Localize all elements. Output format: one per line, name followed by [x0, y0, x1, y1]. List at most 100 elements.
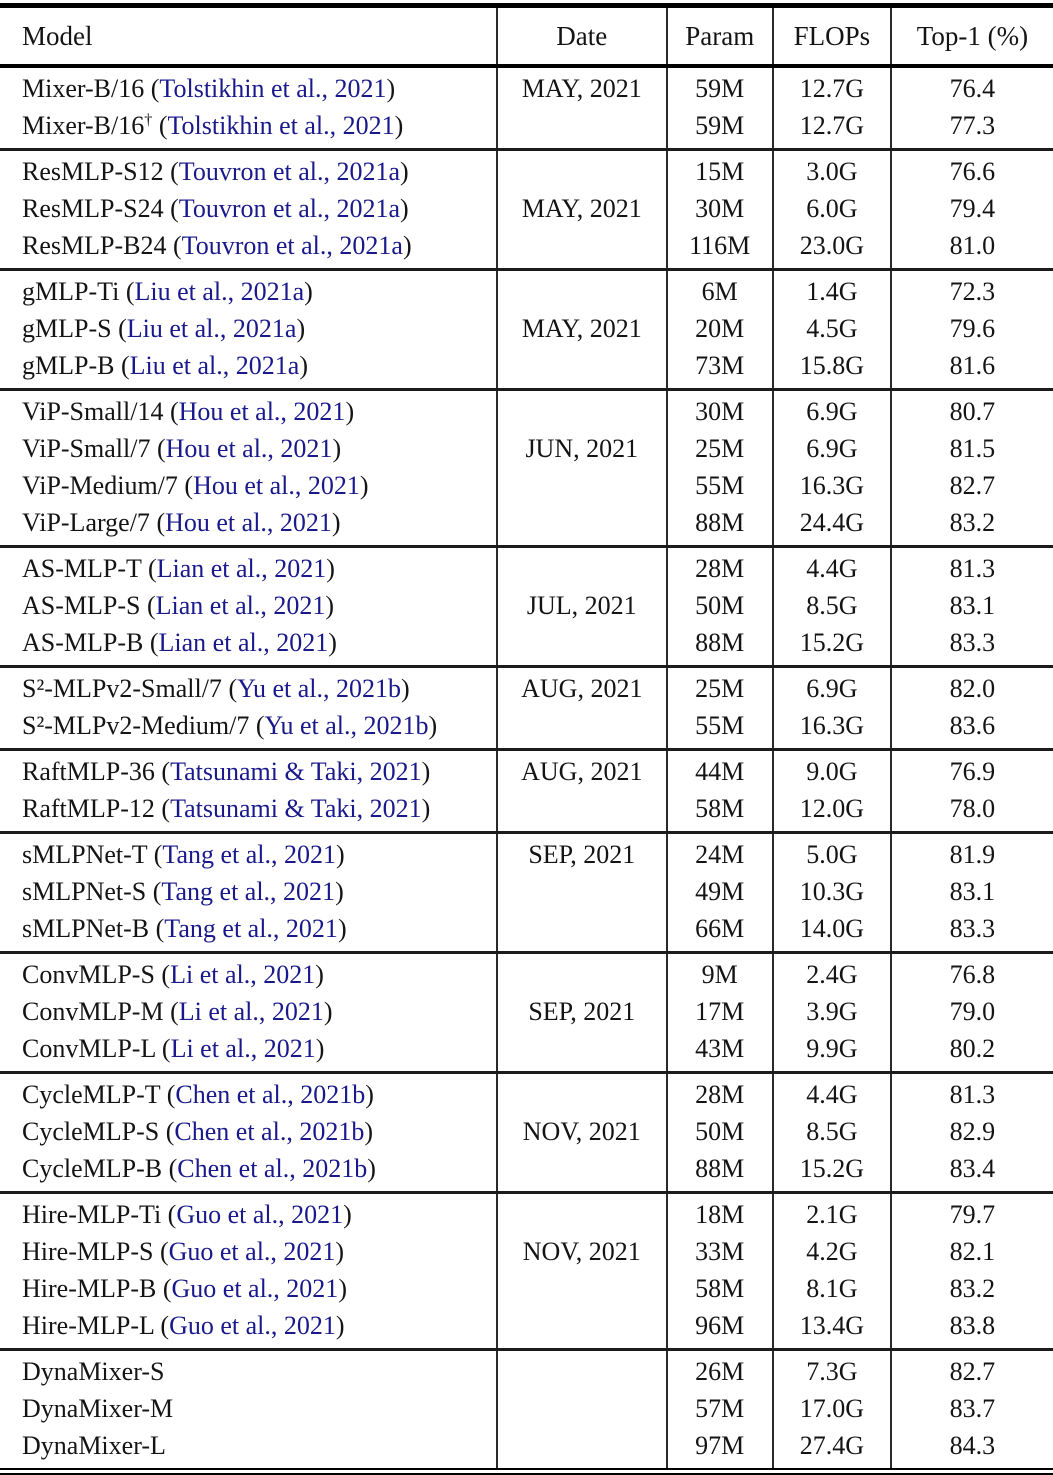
model-cell: sMLPNet-S (Tang et al., 2021): [0, 873, 497, 910]
citation-link[interactable]: Liu et al., 2021a: [129, 351, 300, 380]
citation-close-paren: ): [421, 757, 431, 786]
citation-link[interactable]: Chen et al., 2021b: [175, 1080, 366, 1109]
citation-open-paren: (: [166, 231, 182, 260]
flops-cell: 15.2G: [771, 1150, 891, 1193]
citation-link[interactable]: Tang et al., 2021: [164, 914, 338, 943]
model-cell: gMLP-B (Liu et al., 2021a): [0, 347, 497, 390]
flops-cell: 8.5G: [771, 1113, 891, 1150]
top1-cell: 80.2: [889, 1030, 1053, 1073]
model-name: ResMLP-S12: [22, 157, 164, 186]
citation-link[interactable]: Tatsunami & Taki, 2021: [170, 757, 422, 786]
citation-open-paren: (: [153, 1311, 170, 1340]
model-name: Hire-MLP-Ti: [22, 1200, 162, 1229]
model-name: DynaMixer-S: [22, 1357, 165, 1386]
citation-link[interactable]: Hou et al., 2021: [193, 471, 360, 500]
date-cell: [496, 1270, 667, 1307]
model-name: ViP-Small/7: [22, 434, 151, 463]
date-cell: [496, 1030, 667, 1073]
citation-open-paren: (: [156, 1274, 172, 1303]
citation-open-paren: (: [114, 351, 130, 380]
flops-cell: 2.1G: [771, 1191, 891, 1233]
citation-link[interactable]: Li et al., 2021: [178, 997, 324, 1026]
flops-cell: 16.3G: [771, 707, 891, 750]
model-group: Hire-MLP-Ti (Guo et al., 2021) 18M 2.1G 79.…: [0, 1191, 1053, 1350]
model-name: Hire-MLP-S: [22, 1237, 154, 1266]
citation-open-paren: (: [111, 314, 127, 343]
model-cell: DynaMixer-M: [0, 1390, 497, 1427]
flops-cell: 12.7G: [771, 107, 891, 150]
citation-link[interactable]: Yu et al., 2021b: [264, 711, 429, 740]
citation-open-paren: (: [147, 840, 163, 869]
top1-cell: 80.7: [889, 388, 1053, 430]
citation-link[interactable]: Li et al., 2021: [170, 960, 316, 989]
model-cell: CycleMLP-B (Chen et al., 2021b): [0, 1150, 497, 1193]
citation-link[interactable]: Lian et al., 2021: [158, 628, 329, 657]
table-row: S²-MLPv2-Small/7 (Yu et al., 2021b) AUG, …: [0, 665, 1053, 707]
model-name: sMLPNet-S: [22, 877, 147, 906]
citation-link[interactable]: Hou et al., 2021: [178, 397, 346, 426]
param-cell: 30M: [665, 388, 773, 430]
model-cell: Hire-MLP-B (Guo et al., 2021): [0, 1270, 497, 1307]
citation-link[interactable]: Li et al., 2021: [170, 1034, 316, 1063]
citation-close-paren: ): [402, 231, 412, 260]
citation-link[interactable]: Guo et al., 2021: [168, 1237, 336, 1266]
citation-link[interactable]: Lian et al., 2021: [155, 591, 326, 620]
citation-open-paren: (: [146, 877, 162, 906]
citation-link[interactable]: Hou et al., 2021: [165, 434, 333, 463]
flops-cell: 14.0G: [771, 910, 891, 953]
flops-cell: 4.4G: [771, 545, 891, 587]
citation-close-paren: ): [400, 157, 409, 186]
model-group: ConvMLP-S (Li et al., 2021) 9M 2.4G 76.8 Con…: [0, 951, 1053, 1073]
citation-close-paren: ): [331, 508, 341, 537]
table-row: ResMLP-S24 (Touvron et al., 2021a) MAY, 2…: [0, 190, 1053, 227]
citation-link[interactable]: Tolstikhin et al., 2021: [167, 111, 395, 140]
citation-link[interactable]: Guo et al., 2021: [171, 1274, 339, 1303]
model-name: DynaMixer-M: [22, 1394, 174, 1423]
date-cell: MAY, 2021: [496, 64, 667, 107]
citation-link[interactable]: Guo et al., 2021: [176, 1200, 344, 1229]
citation-link[interactable]: Tolstikhin et al., 2021: [159, 74, 387, 103]
date-cell: MAY, 2021: [496, 190, 667, 227]
model-group: ResMLP-S12 (Touvron et al., 2021a) 15M 3.0…: [0, 148, 1053, 270]
citation-link[interactable]: Tatsunami & Taki, 2021: [170, 794, 422, 823]
date-cell: [496, 1191, 667, 1233]
citation-link[interactable]: Touvron et al., 2021a: [178, 194, 401, 223]
citation-link[interactable]: Tang et al., 2021: [162, 840, 337, 869]
param-cell: 58M: [665, 790, 773, 833]
param-cell: 25M: [665, 430, 773, 467]
citation-close-paren: ): [337, 914, 347, 943]
model-name: ResMLP-S24: [22, 194, 164, 223]
date-cell: [496, 1071, 667, 1113]
model-cell: Mixer-B/16† (Tolstikhin et al., 2021): [0, 107, 497, 150]
date-cell: MAY, 2021: [496, 310, 667, 347]
top1-cell: 81.5: [889, 430, 1053, 467]
citation-link[interactable]: Liu et al., 2021a: [126, 314, 297, 343]
citation-close-paren: ): [335, 1311, 345, 1340]
citation-link[interactable]: Guo et al., 2021: [169, 1311, 336, 1340]
citation-link[interactable]: Chen et al., 2021b: [174, 1117, 365, 1146]
param-cell: 30M: [665, 190, 773, 227]
citation-link[interactable]: Yu et al., 2021b: [237, 674, 402, 703]
citation-link[interactable]: Liu et al., 2021a: [134, 277, 305, 306]
param-cell: 33M: [665, 1233, 773, 1270]
date-cell: [496, 873, 667, 910]
citation-link[interactable]: Lian et al., 2021: [156, 554, 327, 583]
date-cell: [496, 951, 667, 993]
citation-link[interactable]: Chen et al., 2021b: [177, 1154, 368, 1183]
col-header-date: Date: [496, 5, 667, 68]
model-name: ConvMLP-L: [22, 1034, 156, 1063]
citation-link[interactable]: Touvron et al., 2021a: [178, 157, 401, 186]
top1-cell: 83.1: [889, 873, 1053, 910]
citation-open-paren: (: [149, 914, 165, 943]
citation-link[interactable]: Hou et al., 2021: [165, 508, 332, 537]
param-cell: 55M: [665, 467, 773, 504]
top1-cell: 81.3: [889, 545, 1053, 587]
citation-link[interactable]: Touvron et al., 2021a: [181, 231, 403, 260]
model-name: DynaMixer-L: [22, 1431, 166, 1460]
citation-link[interactable]: Tang et al., 2021: [161, 877, 336, 906]
model-name: CycleMLP-B: [22, 1154, 163, 1183]
citation-close-paren: ): [421, 794, 431, 823]
model-cell: gMLP-S (Liu et al., 2021a): [0, 310, 497, 347]
top1-cell: 83.2: [889, 1270, 1053, 1307]
table-header: Model Date Param FLOPs Top-1 (%): [0, 5, 1053, 68]
